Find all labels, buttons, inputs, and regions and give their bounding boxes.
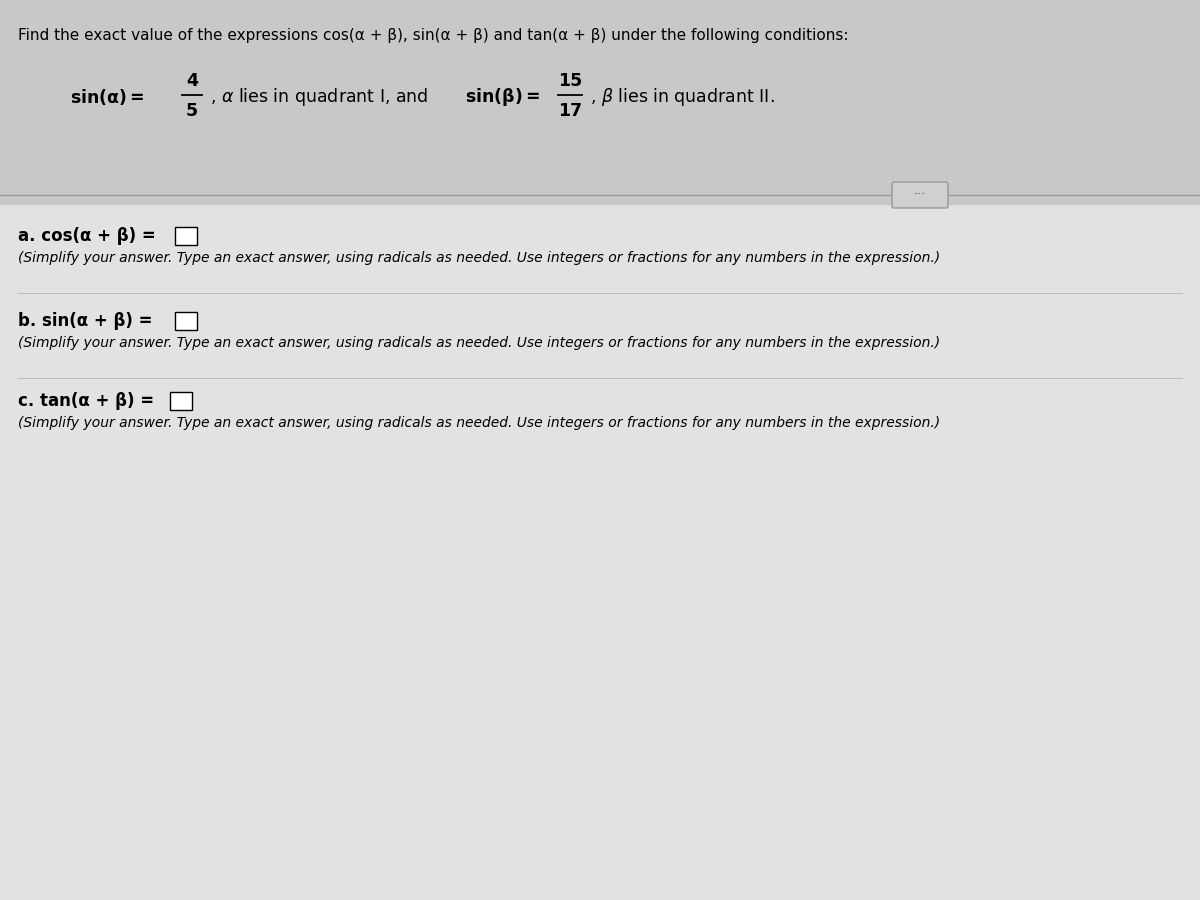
Text: Find the exact value of the expressions cos(α + β), sin(α + β) and tan(α + β) un: Find the exact value of the expressions … bbox=[18, 28, 848, 43]
Bar bbox=[0, 0, 1200, 205]
Text: c. tan(α + β) =: c. tan(α + β) = bbox=[18, 392, 154, 410]
FancyBboxPatch shape bbox=[892, 182, 948, 208]
Text: , $\alpha$ lies in quadrant I, and: , $\alpha$ lies in quadrant I, and bbox=[210, 86, 428, 108]
Text: a. cos(α + β) =: a. cos(α + β) = bbox=[18, 227, 156, 245]
Text: $\mathbf{sin(\beta) = }$: $\mathbf{sin(\beta) = }$ bbox=[466, 86, 540, 108]
Bar bbox=[0, 205, 1200, 900]
Text: b. sin(α + β) =: b. sin(α + β) = bbox=[18, 312, 152, 330]
Text: 17: 17 bbox=[558, 102, 582, 120]
Text: 15: 15 bbox=[558, 72, 582, 90]
Text: (Simplify your answer. Type an exact answer, using radicals as needed. Use integ: (Simplify your answer. Type an exact ans… bbox=[18, 251, 940, 265]
Bar bbox=[170, 392, 192, 410]
Text: , $\beta$ lies in quadrant II.: , $\beta$ lies in quadrant II. bbox=[590, 86, 775, 108]
Text: (Simplify your answer. Type an exact answer, using radicals as needed. Use integ: (Simplify your answer. Type an exact ans… bbox=[18, 416, 940, 430]
Bar bbox=[175, 312, 197, 330]
Text: 5: 5 bbox=[186, 102, 198, 120]
Bar bbox=[175, 227, 197, 245]
Text: (Simplify your answer. Type an exact answer, using radicals as needed. Use integ: (Simplify your answer. Type an exact ans… bbox=[18, 336, 940, 350]
Text: $\mathbf{sin(\alpha) = }$: $\mathbf{sin(\alpha) = }$ bbox=[70, 87, 145, 107]
Text: ···: ··· bbox=[914, 188, 926, 202]
Text: 4: 4 bbox=[186, 72, 198, 90]
